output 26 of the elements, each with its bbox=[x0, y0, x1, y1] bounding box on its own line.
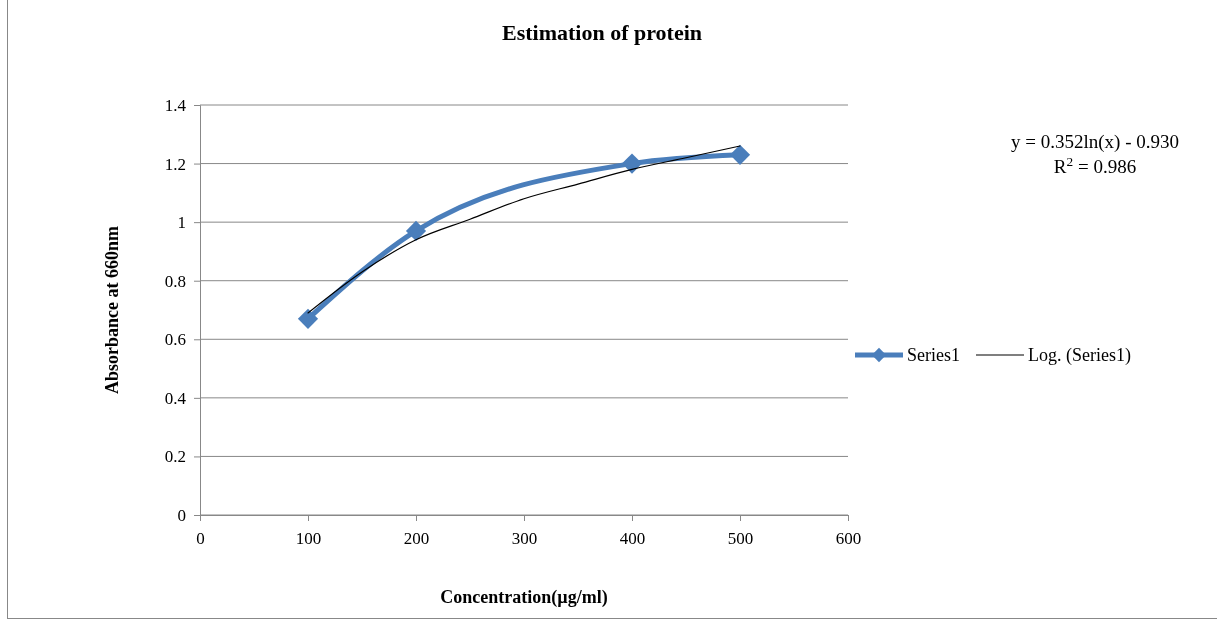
x-tick-label: 200 bbox=[403, 529, 430, 549]
x-tick-label: 500 bbox=[727, 529, 754, 549]
y-tick-label: 0.4 bbox=[164, 388, 187, 408]
y-tick-label: 0.2 bbox=[164, 447, 186, 467]
legend-label: Log. (Series1) bbox=[1028, 345, 1131, 366]
y-axis-title: Absorbance at 660nm bbox=[102, 225, 122, 395]
x-tick-label: 300 bbox=[511, 529, 538, 549]
x-tick-label: 0 bbox=[196, 529, 205, 549]
x-tick-label: 600 bbox=[835, 529, 862, 549]
y-tick-label: 1 bbox=[177, 213, 186, 233]
y-tick-label: 1.4 bbox=[164, 95, 187, 115]
x-tick-label: 100 bbox=[295, 529, 322, 549]
chart-title: Estimation of protein bbox=[501, 20, 703, 45]
y-tick-label: 0.6 bbox=[164, 330, 186, 350]
point bbox=[405, 220, 427, 242]
text: y = 0.352ln(x) - 0.930 bbox=[1011, 131, 1179, 153]
point bbox=[729, 144, 751, 165]
point bbox=[621, 153, 643, 174]
legend-label: Series1 bbox=[907, 345, 960, 365]
x-tick-label: 400 bbox=[619, 529, 646, 549]
x-axis-title: Concentration(µg/ml) bbox=[440, 587, 608, 608]
y-tick-label: 0.8 bbox=[164, 271, 186, 291]
point bbox=[297, 308, 319, 329]
y-tick-label: 0 bbox=[177, 505, 186, 525]
y-tick-label: 1.2 bbox=[164, 154, 186, 174]
text: R$^{2}$ = 0.986 bbox=[1053, 153, 1137, 177]
